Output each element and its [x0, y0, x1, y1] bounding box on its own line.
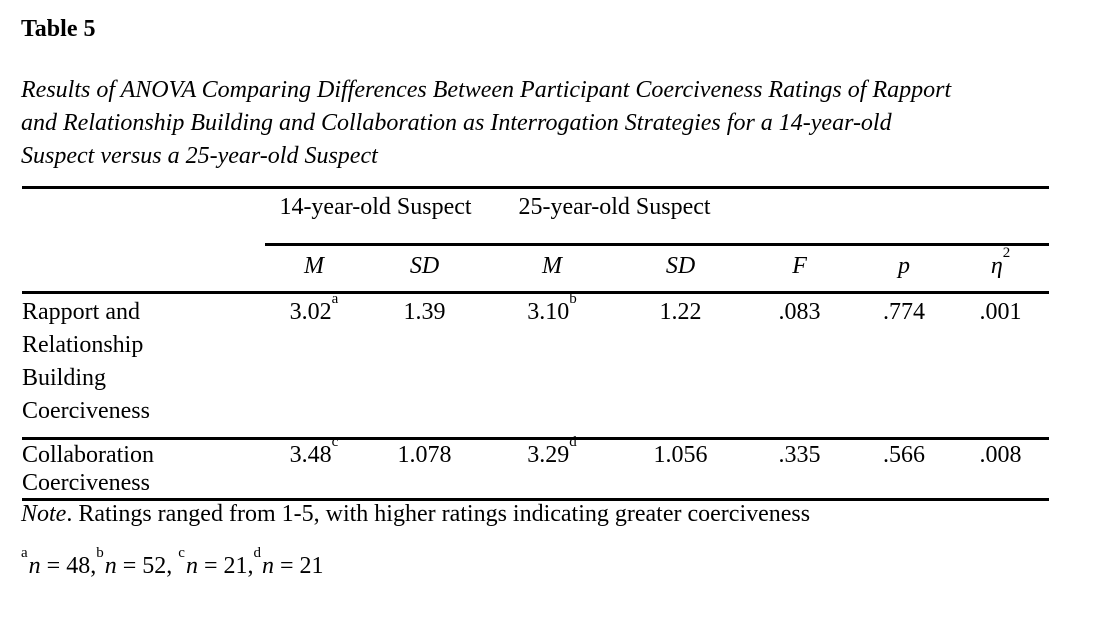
- footnote-value: = 21,: [197, 553, 254, 579]
- spanner-stub-cell: [22, 186, 265, 245]
- column-header-p: p: [856, 244, 953, 294]
- spanner-25-year-old: 25-year-old Suspect: [486, 186, 744, 246]
- footnote-value: = 52,: [116, 553, 179, 579]
- column-header-sd-14: SD: [363, 244, 487, 294]
- table-caption: Results of ANOVA Comparing Differences B…: [21, 74, 951, 173]
- caption-line: Suspect versus a 25-year-old Suspect: [21, 143, 378, 169]
- footnote-marker: d: [253, 545, 261, 562]
- column-header-f: F: [743, 244, 857, 294]
- footnote-marker: b: [96, 545, 104, 562]
- superscript-marker: d: [569, 434, 577, 451]
- table-number-title: Table 5: [21, 16, 96, 42]
- caption-line: Results of ANOVA Comparing Differences B…: [21, 77, 952, 103]
- data-cell: 3.02a: [265, 291, 363, 440]
- column-header-m-14: M: [265, 244, 363, 294]
- column-header-sd-25: SD: [618, 244, 744, 294]
- table-note: Note. Ratings ranged from 1-5, with high…: [21, 501, 810, 528]
- data-cell: .566: [856, 438, 953, 501]
- note-body: . Ratings ranged from 1-5, with higher r…: [66, 501, 811, 527]
- footnote-variable: n: [185, 553, 198, 579]
- data-cell: 1.39: [363, 292, 487, 440]
- footnote-variable: n: [28, 553, 41, 579]
- column-header-m-25: M: [486, 244, 619, 294]
- spanner-filler-cell: [743, 186, 1050, 246]
- header-stub-cell: [22, 244, 265, 294]
- footnote-marker: a: [21, 545, 28, 562]
- note-lead-in: Note: [21, 501, 67, 527]
- anova-results-table: 14-year-old Suspect 25-year-old Suspect …: [22, 186, 1050, 501]
- superscript-marker: b: [569, 291, 577, 308]
- row-stub: Rapport and Relationship Building Coerciven…: [22, 292, 265, 440]
- superscript-marker: a: [331, 291, 339, 308]
- data-cell: 3.29d: [486, 435, 619, 501]
- footnote-variable: n: [104, 553, 117, 579]
- spanner-row: 14-year-old Suspect 25-year-old Suspect: [22, 186, 1050, 246]
- data-cell: .001: [952, 292, 1050, 440]
- data-cell: .008: [952, 438, 1050, 501]
- table-row: Rapport and Relationship Building Coerciven…: [22, 291, 1050, 440]
- data-cell: 1.056: [618, 438, 744, 501]
- data-cell: .335: [743, 438, 857, 501]
- data-cell: 1.22: [618, 292, 744, 440]
- footnote-value: = 48,: [40, 553, 97, 579]
- spanner-14-year-old: 14-year-old Suspect: [265, 186, 487, 246]
- data-cell: .774: [856, 292, 953, 440]
- table-row: Collaboration Coerciveness 3.48c 1.078 3.29d…: [22, 435, 1050, 501]
- data-cell: 3.10b: [486, 291, 619, 440]
- table-footnotes: an = 48,bn = 52, cn = 21,dn = 21: [21, 546, 324, 580]
- column-header-eta-squared: η2: [952, 244, 1050, 294]
- footnote-marker: c: [178, 545, 185, 562]
- data-cell: 1.078: [363, 438, 487, 501]
- data-cell: .083: [743, 292, 857, 440]
- caption-line: and Relationship Building and Collaborat…: [21, 110, 892, 136]
- superscript-marker: c: [331, 434, 339, 451]
- superscript-marker: 2: [1002, 245, 1011, 262]
- footnote-variable: n: [261, 553, 274, 579]
- footnote-value: = 21: [273, 553, 324, 579]
- row-stub: Collaboration Coerciveness: [22, 438, 265, 501]
- data-cell: 3.48c: [265, 435, 363, 501]
